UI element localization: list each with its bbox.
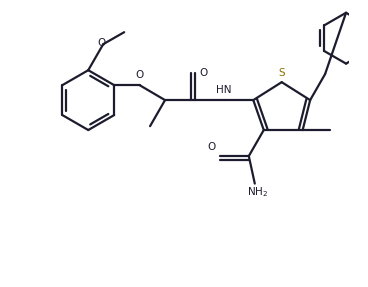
Text: O: O bbox=[207, 142, 216, 152]
Text: O: O bbox=[200, 68, 208, 78]
Text: O: O bbox=[98, 38, 106, 48]
Text: NH$_2$: NH$_2$ bbox=[247, 185, 268, 199]
Text: S: S bbox=[279, 68, 285, 78]
Text: O: O bbox=[135, 70, 144, 80]
Text: HN: HN bbox=[216, 85, 231, 95]
